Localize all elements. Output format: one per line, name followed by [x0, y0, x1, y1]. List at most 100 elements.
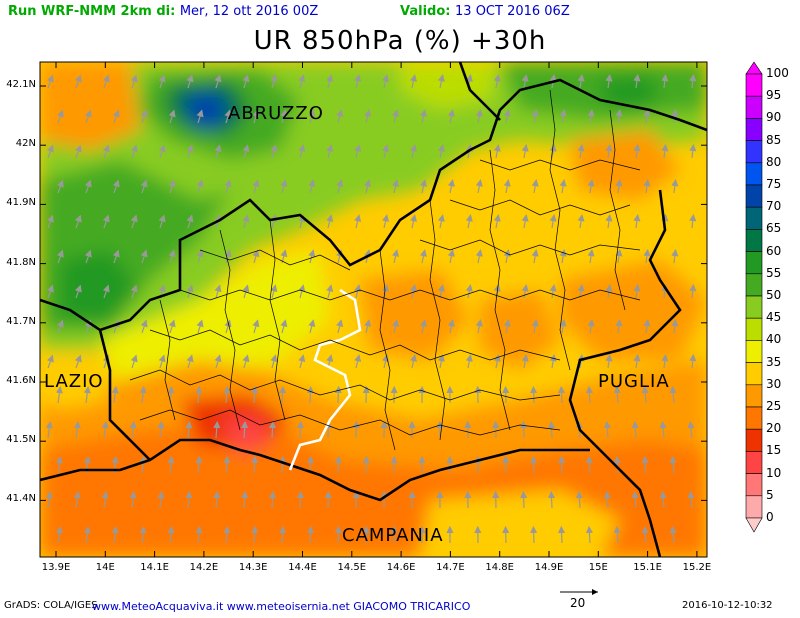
wind-arrow [689, 213, 697, 229]
colorbar-level-label: 25 [766, 399, 782, 413]
wind-arrow [73, 420, 81, 439]
wind-arrow [530, 455, 538, 474]
wind-arrow [57, 109, 64, 124]
colorbar-swatch [745, 162, 763, 186]
wind-arrow [102, 284, 110, 299]
wind-arrow [326, 284, 334, 299]
wind-arrow [633, 353, 641, 369]
wind-arrow [334, 385, 342, 404]
latitude-label: 42.1N [6, 79, 36, 90]
wind-arrow [47, 354, 54, 369]
wind-arrow [129, 490, 137, 509]
wind-arrow [224, 179, 232, 194]
wind-arrow [45, 490, 53, 509]
wind-arrow [437, 354, 445, 369]
wind-arrow [354, 214, 362, 229]
wind-arrow [298, 354, 306, 369]
longitude-label: 14.4E [288, 562, 317, 573]
wind-arrow [278, 525, 287, 544]
wind-arrow [641, 525, 649, 544]
wind-arrow [409, 354, 417, 369]
wind-arrow [130, 284, 138, 299]
wind-arrow [577, 353, 585, 369]
wind-arrow [437, 214, 445, 229]
longitude-label: 14.3E [238, 562, 268, 573]
wind-arrow [559, 108, 567, 124]
colorbar-level-label: 35 [766, 354, 782, 369]
colorbar-swatch [745, 340, 763, 363]
wind-arrow [531, 179, 539, 194]
wind-arrow [631, 420, 639, 439]
longitude-label: 14.9E [534, 562, 564, 573]
wind-arrow [168, 179, 176, 194]
wind-arrow [158, 74, 166, 89]
wind-arrow [605, 353, 613, 369]
reference-vector-label: 20 [570, 596, 586, 610]
wind-arrow [196, 109, 204, 124]
valid-text: Valido: [400, 4, 451, 19]
wind-arrow [382, 144, 390, 159]
colorbar-level-label: 55 [766, 265, 782, 280]
wind-arrow [447, 109, 455, 124]
wind-arrow [157, 420, 165, 439]
wind-arrow [326, 144, 334, 159]
wind-arrow [493, 144, 501, 159]
wind-arrow [437, 144, 445, 159]
wind-arrow [557, 525, 566, 544]
wind-arrow [185, 420, 193, 439]
wind-arrow [326, 214, 334, 229]
wind-arrow [689, 283, 697, 299]
wind-arrow [298, 284, 306, 299]
wind-arrow [57, 319, 64, 334]
wind-arrow [111, 385, 119, 404]
wind-arrow [633, 213, 641, 229]
wind-arrow [73, 490, 81, 509]
colorbar-swatch [745, 273, 763, 297]
wind-arrow [185, 490, 193, 509]
colorbar-swatch [745, 428, 763, 452]
wind-arrow [268, 420, 277, 439]
wind-arrow [186, 214, 194, 229]
wind-arrow [139, 525, 147, 544]
wind-arrow [101, 490, 109, 509]
timestamp: 2016-10-12-10:32 [682, 600, 773, 611]
wind-arrow [557, 455, 566, 474]
wind-arrow [224, 109, 232, 124]
wind-arrow [521, 144, 529, 159]
wind-arrow [521, 354, 529, 369]
wind-arrow [437, 74, 445, 89]
colorbar-swatch [745, 384, 763, 408]
wind-arrow [392, 109, 400, 124]
wind-arrow [643, 318, 651, 334]
wind-arrow [531, 249, 539, 264]
wind-arrow [531, 109, 539, 124]
wind-arrow [252, 109, 260, 124]
wind-arrow [364, 179, 372, 194]
wind-arrow [308, 109, 316, 124]
colorbar-swatch [745, 118, 763, 141]
website-credits: www.MeteoAcquaviva.it www.meteoisernia.n… [92, 600, 471, 613]
wind-arrow [475, 249, 483, 264]
wind-arrow [689, 143, 697, 159]
wind-arrow [186, 354, 194, 369]
valid-label: Valido: 13 OCT 2016 06Z [400, 4, 570, 19]
wind-arrow [671, 108, 679, 124]
wind-arrow [503, 109, 511, 124]
wind-arrow [605, 143, 613, 159]
wind-arrow [74, 144, 82, 159]
wind-arrow [559, 248, 567, 264]
wind-arrow [158, 144, 166, 159]
colorbar-level-label: 5 [766, 487, 774, 502]
colorbar-swatch [745, 473, 763, 497]
wind-arrow [47, 74, 54, 89]
wind-arrow [112, 109, 120, 124]
wind-arrow [57, 249, 64, 264]
wind-arrow [549, 213, 557, 229]
wind-arrow [214, 284, 222, 299]
wind-arrow [465, 214, 473, 229]
wind-arrow [530, 385, 538, 404]
wind-arrow [603, 420, 611, 439]
wind-arrow [671, 248, 679, 264]
wind-arrow [84, 249, 92, 264]
wind-arrow [139, 385, 147, 404]
